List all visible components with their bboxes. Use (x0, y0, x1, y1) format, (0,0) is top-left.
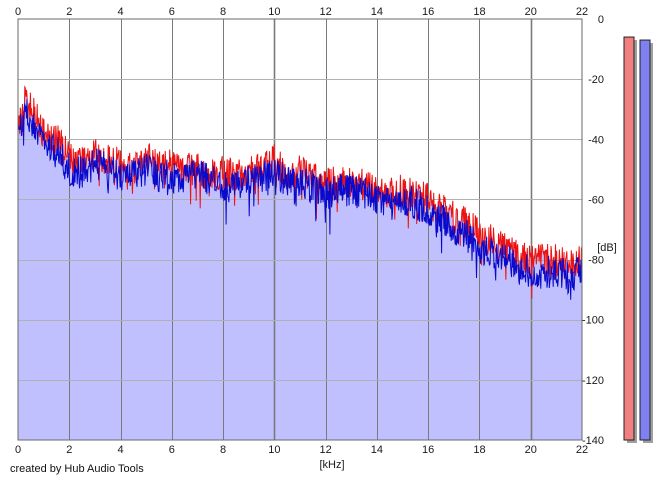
x-tick-label-top: 10 (268, 6, 280, 18)
x-tick-label-bottom: 12 (320, 444, 332, 456)
x-tick-label-top: 16 (422, 6, 434, 18)
credit-text: created by Hub Audio Tools (10, 463, 144, 475)
x-tick-label-bottom: 16 (422, 444, 434, 456)
x-tick-label-top: 6 (169, 6, 175, 18)
x-tick-label-top: 0 (15, 6, 21, 18)
level-meter-bar (639, 39, 651, 441)
area-fill-path (18, 87, 582, 440)
y-tick-label: 0 (598, 14, 604, 26)
y-tick-label: -100 (582, 315, 604, 327)
x-tick-label-bottom: 2 (66, 444, 72, 456)
x-tick-label-bottom: 10 (268, 444, 280, 456)
x-tick-label-bottom: 14 (371, 444, 383, 456)
x-tick-label-top: 12 (320, 6, 332, 18)
x-tick-labels-bottom: 0 2 4 6 8 10 12 14 16 18 20 22 (15, 444, 588, 456)
x-tick-label-top: 22 (576, 6, 588, 18)
series-line-2 (17, 99, 583, 300)
level-meters (623, 36, 653, 444)
x-tick-labels-top: 0 2 4 6 8 10 12 14 16 18 20 22 (15, 6, 588, 18)
y-tick-labels: 0 -20 -40 -60 -80 -100 -120 -140 (582, 14, 604, 447)
y-tick-label: -140 (582, 435, 604, 447)
x-tick-label-bottom: 22 (576, 444, 588, 456)
x-tick-label-bottom: 6 (169, 444, 175, 456)
y-tick-label: -80 (588, 255, 604, 267)
y-tick-label: -20 (588, 74, 604, 86)
y-tick-label: -40 (588, 134, 604, 146)
x-tick-label-top: 14 (371, 6, 383, 18)
plot-frame (17, 18, 583, 441)
x-axis-label: [kHz] (319, 459, 344, 471)
x-tick-label-bottom: 8 (220, 444, 226, 456)
series-layer (17, 85, 583, 300)
y-tick-label: -60 (588, 194, 604, 206)
y-tick-label: -120 (582, 375, 604, 387)
x-tick-label-top: 4 (117, 6, 123, 18)
x-tick-label-bottom: 20 (525, 444, 537, 456)
x-tick-label-top: 20 (525, 6, 537, 18)
x-tick-label-top: 18 (473, 6, 485, 18)
x-tick-label-top: 8 (220, 6, 226, 18)
x-tick-label-bottom: 4 (117, 444, 123, 456)
y-axis-label: [dB] (597, 242, 617, 254)
x-tick-label-top: 2 (66, 6, 72, 18)
spectrum-area-fill (18, 87, 582, 440)
x-tick-label-bottom: 0 (15, 444, 21, 456)
level-meter-bar (623, 36, 635, 441)
x-tick-label-bottom: 18 (473, 444, 485, 456)
